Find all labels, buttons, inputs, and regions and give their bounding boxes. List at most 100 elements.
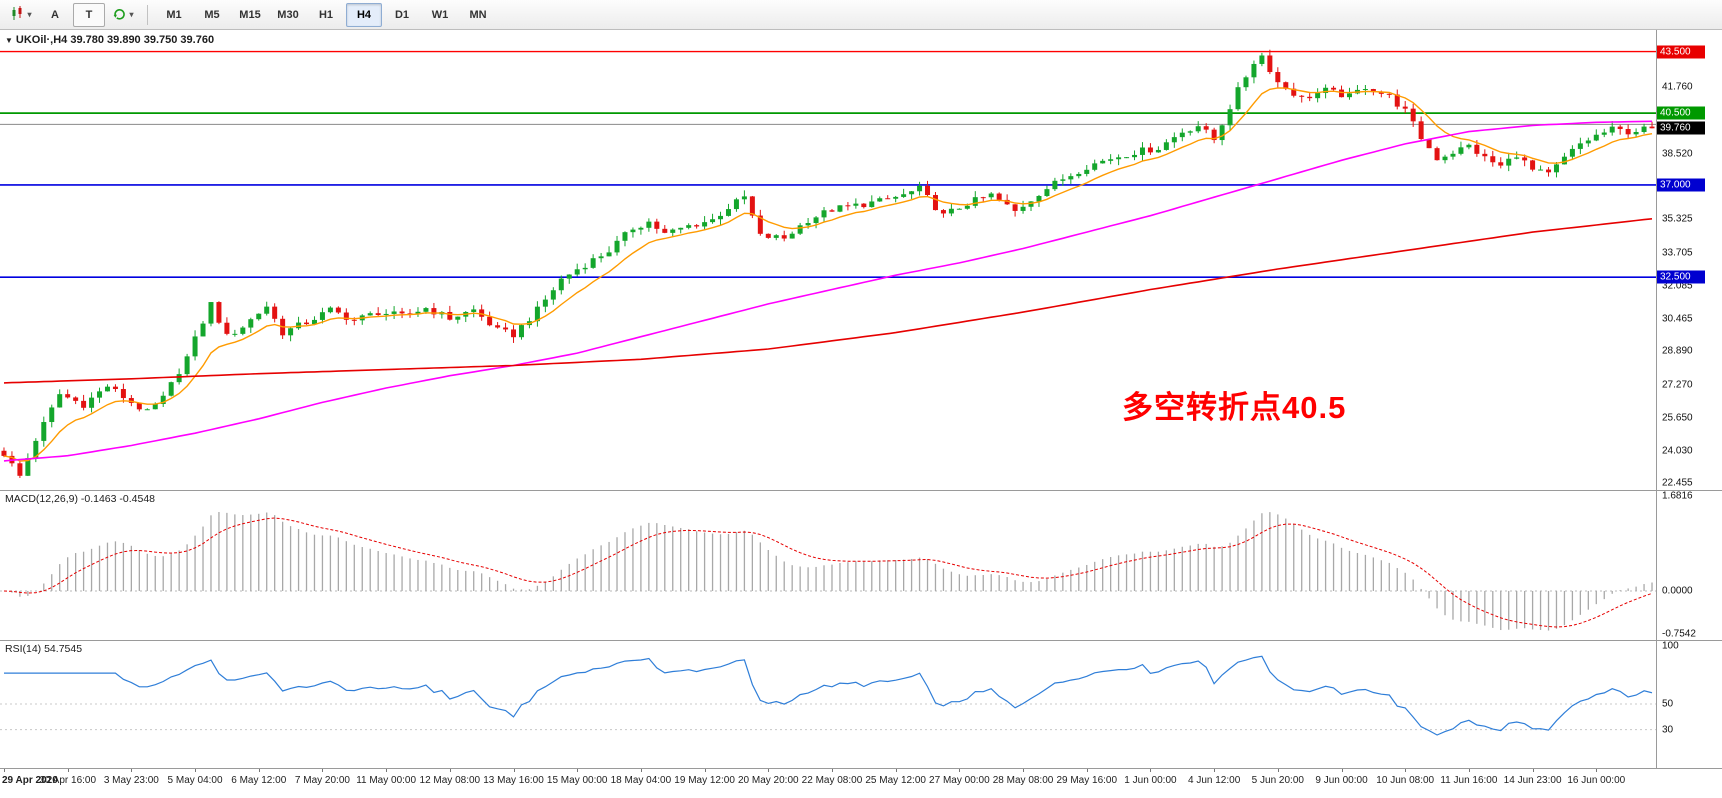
time-label: 5 May 04:00 xyxy=(167,775,223,786)
price-tick-label: 33.705 xyxy=(1662,247,1693,258)
timeframe-group: M1 M5 M15 M30 H1 H4 D1 W1 MN xyxy=(155,2,497,27)
price-axis: 41.760 38.520 35.325 33.705 32.085 30.465 28.8… xyxy=(1657,30,1722,768)
price-line-badge: 37.000 xyxy=(1657,178,1705,192)
time-tick xyxy=(386,768,388,772)
candlestick-series xyxy=(1,49,1655,478)
time-tick xyxy=(3,768,5,772)
macd-axis-label: 1.6816 xyxy=(1662,490,1693,502)
chart-type-button[interactable]: ▾ xyxy=(5,3,37,27)
time-tick xyxy=(1023,768,1025,772)
time-label: 16 Jun 00:00 xyxy=(1567,775,1626,786)
time-label: 13 May 16:00 xyxy=(483,775,544,786)
time-tick xyxy=(1086,768,1088,772)
timeframe-button-mn[interactable]: MN xyxy=(469,8,487,21)
rsi-panel: RSI(14) 54.7545 xyxy=(0,640,1722,768)
macd-axis-label: 0.0000 xyxy=(1662,585,1693,597)
time-tick xyxy=(67,768,69,772)
timeframe-button-m1[interactable]: M1 xyxy=(166,8,182,21)
panel-divider xyxy=(0,640,1722,641)
time-tick xyxy=(258,768,260,772)
main-chart-panel: ▼ UKOil·,H4 39.780 39.890 39.750 39.760 多… xyxy=(0,30,1722,490)
time-tick xyxy=(322,768,324,772)
time-label: 15 May 00:00 xyxy=(546,775,608,786)
time-label: 3 May 23:00 xyxy=(103,775,159,786)
time-tick xyxy=(1214,768,1216,772)
macd-label: MACD(12,26,9) -0.1463 -0.4548 xyxy=(5,493,155,505)
chart-symbol-label: ▼ UKOil·,H4 39.780 39.890 39.750 39.760 xyxy=(5,34,214,46)
price-tick-label: 41.760 xyxy=(1662,81,1693,93)
time-tick xyxy=(768,768,770,772)
ma-fast-line xyxy=(3,87,1653,462)
time-label: 28 May 08:00 xyxy=(992,775,1054,786)
chevron-down-icon: ▾ xyxy=(27,10,32,19)
price-line-badge: 43.500 xyxy=(1657,45,1705,59)
rsi-chart[interactable] xyxy=(0,640,1722,768)
time-label: 11 May 00:00 xyxy=(356,775,417,786)
time-tick xyxy=(959,768,961,772)
chart-annotation-text: 多空转折点40.5 xyxy=(1122,390,1347,425)
time-tick xyxy=(1596,768,1598,772)
time-label: 14 Jun 23:00 xyxy=(1503,775,1562,786)
time-tick xyxy=(640,768,642,772)
panel-divider xyxy=(0,768,1722,769)
current-price-badge: 39.760 xyxy=(1657,121,1705,135)
time-label: 30 Apr 16:00 xyxy=(39,775,97,786)
timeframe-button-w1[interactable]: W1 xyxy=(431,8,449,21)
time-label: 22 May 08:00 xyxy=(801,775,863,786)
price-tick-label: 22.455 xyxy=(1662,477,1693,489)
price-tick-label: 24.030 xyxy=(1662,445,1693,457)
time-label: 18 May 04:00 xyxy=(610,775,672,786)
price-tick-label: 35.325 xyxy=(1662,213,1693,225)
macd-signal-line xyxy=(3,517,1653,628)
time-label: 1 Jun 00:00 xyxy=(1124,775,1177,786)
price-tick-label: 28.890 xyxy=(1662,345,1693,357)
price-tick-label: 27.270 xyxy=(1662,379,1693,391)
time-tick xyxy=(831,768,833,772)
text-tool-button[interactable]: T xyxy=(73,2,105,27)
macd-panel: MACD(12,26,9) -0.1463 -0.4548 xyxy=(0,490,1722,640)
time-label: 5 Jun 20:00 xyxy=(1251,775,1304,786)
ma-slow-line xyxy=(3,218,1653,384)
timeframe-button-d1[interactable]: D1 xyxy=(394,8,410,21)
macd-histogram xyxy=(11,512,1653,631)
time-tick xyxy=(513,768,515,772)
time-label: 6 May 12:00 xyxy=(231,775,287,786)
timeframe-button-m5[interactable]: M5 xyxy=(204,8,220,21)
time-tick xyxy=(1150,768,1152,772)
indicators-button[interactable]: ▾ xyxy=(107,3,139,27)
timeframe-button-m30[interactable]: M30 xyxy=(277,8,299,21)
timeframe-button-m15[interactable]: M15 xyxy=(239,8,261,21)
time-tick xyxy=(577,768,579,772)
time-tick xyxy=(195,768,197,772)
time-tick xyxy=(1277,768,1279,772)
time-label: 12 May 08:00 xyxy=(419,775,481,786)
ohlc-values: 39.780 39.890 39.750 39.760 xyxy=(70,34,215,46)
chevron-down-icon: ▾ xyxy=(129,10,134,19)
refresh-icon xyxy=(112,6,127,24)
toolbar-separator xyxy=(147,4,148,25)
candlestick-chart-icon xyxy=(10,5,25,24)
time-label: 25 May 12:00 xyxy=(865,775,926,786)
timeframe-button-h4[interactable]: H4 xyxy=(346,2,382,27)
rsi-axis-label: 30 xyxy=(1662,724,1674,736)
price-line-badge: 32.500 xyxy=(1657,270,1705,284)
rsi-axis-label: 50 xyxy=(1662,698,1674,710)
time-label: 4 Jun 12:00 xyxy=(1187,775,1241,786)
time-tick xyxy=(895,768,897,772)
rsi-axis-label: 100 xyxy=(1662,640,1679,652)
time-tick xyxy=(1341,768,1343,772)
cursor-tool-button[interactable]: A xyxy=(51,8,59,21)
macd-axis-label: -0.7542 xyxy=(1662,628,1696,640)
time-label: 20 May 20:00 xyxy=(737,775,799,786)
price-line-badge: 40.500 xyxy=(1657,106,1705,120)
time-label: 10 Jun 08:00 xyxy=(1376,775,1435,786)
price-chart[interactable] xyxy=(0,30,1722,490)
time-label: 9 Jun 00:00 xyxy=(1315,775,1368,786)
macd-chart[interactable] xyxy=(0,490,1722,640)
timeframe-button-h1[interactable]: H1 xyxy=(318,8,334,21)
time-label: 7 May 20:00 xyxy=(294,775,350,786)
panel-divider xyxy=(0,490,1722,491)
time-tick xyxy=(1405,768,1407,772)
time-tick xyxy=(131,768,133,772)
